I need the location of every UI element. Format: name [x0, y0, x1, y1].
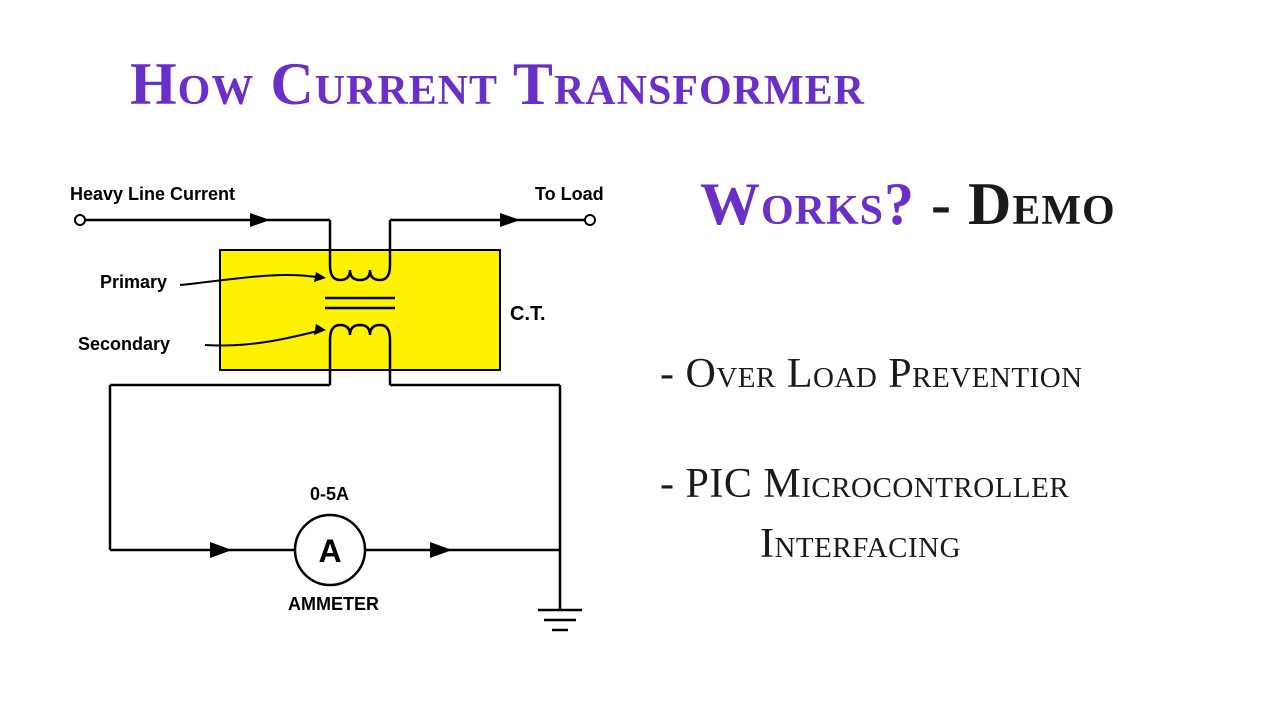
ct-circuit-diagram: A Heavy Line Current To Load Primary Sec…	[30, 170, 650, 690]
title-demo: - Demo	[915, 171, 1116, 237]
bullet-pic-1: - PIC Microcontroller	[660, 460, 1069, 508]
label-ammeter-range: 0-5A	[310, 484, 349, 504]
ammeter-letter: A	[318, 533, 341, 569]
label-ammeter-name: AMMETER	[288, 594, 379, 614]
terminal-input	[75, 215, 85, 225]
bullet-overload: - Over Load Prevention	[660, 350, 1083, 398]
title-works: Works?	[700, 171, 915, 237]
label-heavy-line: Heavy Line Current	[70, 184, 235, 204]
label-secondary: Secondary	[78, 334, 170, 354]
label-to-load: To Load	[535, 184, 604, 204]
terminal-load	[585, 215, 595, 225]
label-ct: C.T.	[510, 303, 546, 325]
ct-box	[220, 250, 500, 370]
arrow-secondary-right	[430, 542, 452, 558]
title-line1: How Current Transformer	[130, 50, 865, 119]
bullet-pic-2: Interfacing	[760, 520, 961, 568]
arrow-to-load	[500, 213, 520, 227]
arrow-secondary-left	[210, 542, 232, 558]
arrow-heavy-line	[250, 213, 270, 227]
label-primary: Primary	[100, 272, 167, 292]
title-line2: Works? - Demo	[700, 170, 1116, 239]
